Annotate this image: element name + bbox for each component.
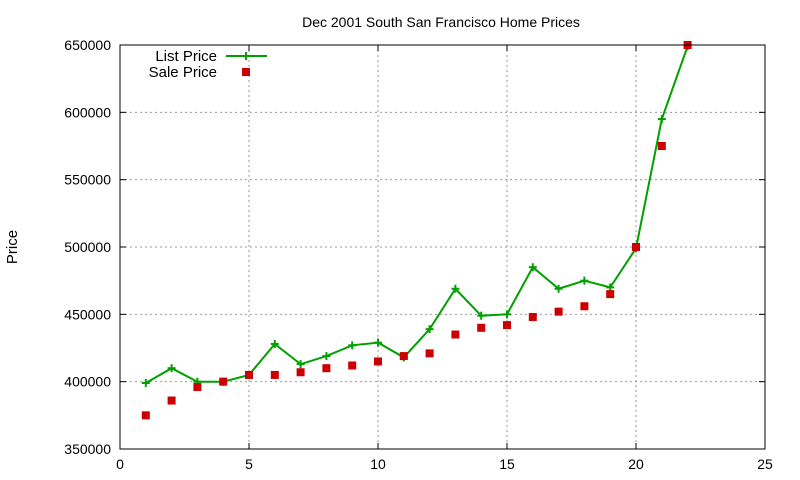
y-tick-label: 600000 (64, 104, 111, 120)
legend-label-sale-price: Sale Price (149, 64, 217, 81)
axis-ticks: 0 5 10 15 20 25 350000 400000 450000 500000 550000… (64, 37, 773, 472)
sale-price-point (193, 383, 202, 392)
list-price-point (270, 339, 279, 348)
legend-marker-sale-price (242, 68, 250, 76)
list-price-point (554, 284, 563, 293)
list-price-point (657, 115, 666, 124)
list-price-point (503, 310, 511, 319)
x-tick-label: 5 (245, 456, 253, 472)
y-axis-label: Price (4, 230, 21, 264)
list-price-point (348, 341, 357, 350)
sale-price-point (141, 411, 150, 420)
y-tick-label: 350000 (64, 441, 111, 457)
list-price-point (167, 364, 176, 373)
x-tick-label: 10 (370, 456, 386, 472)
list-price-point (141, 379, 150, 388)
series (141, 41, 692, 420)
y-tick-label: 550000 (64, 172, 111, 188)
sale-price-point (606, 290, 615, 299)
sale-price-point (632, 243, 640, 251)
sale-price-point (451, 330, 460, 339)
list-price-point (477, 311, 486, 320)
sale-price-point (399, 352, 408, 361)
sale-price-point (219, 377, 228, 386)
list-price-point (528, 263, 537, 272)
list-price-point (296, 360, 305, 369)
list-price-point (606, 283, 615, 292)
sale-price-point (167, 396, 176, 405)
legend-label-list-price: List Price (155, 48, 217, 65)
chart-title: Dec 2001 South San Francisco Home Prices (302, 14, 580, 30)
sale-price-point (270, 370, 279, 379)
list-price-point (425, 325, 434, 334)
sale-price-point (425, 349, 434, 358)
y-tick-label: 650000 (64, 37, 111, 53)
sale-price-point (374, 357, 382, 366)
plot-frame (119, 44, 766, 450)
sale-price-point (657, 142, 666, 150)
list-price-point (580, 276, 589, 285)
list-price-line (145, 46, 689, 384)
sale-price-point (296, 368, 305, 377)
x-tick-label: 20 (628, 456, 644, 472)
y-tick-label: 500000 (64, 239, 111, 255)
x-tick-label: 25 (757, 456, 773, 472)
list-price-point (322, 352, 331, 361)
list-price-series (141, 42, 692, 388)
sale-price-point (503, 321, 511, 330)
sale-price-point (528, 313, 537, 322)
sale-price-series (141, 41, 692, 420)
list-price-point (451, 284, 460, 293)
sale-price-point (322, 364, 331, 373)
grid (120, 45, 765, 449)
sale-price-point (554, 307, 563, 316)
sale-price-point (477, 323, 486, 332)
legend-marker-list-price (242, 52, 250, 60)
x-tick-label: 15 (499, 456, 515, 472)
sale-price-point (348, 361, 357, 370)
sale-price-point (245, 370, 253, 379)
sale-price-point (580, 302, 589, 311)
list-price-point (374, 338, 382, 347)
y-tick-label: 400000 (64, 374, 111, 390)
x-tick-label: 0 (116, 456, 124, 472)
y-tick-label: 450000 (64, 306, 111, 322)
